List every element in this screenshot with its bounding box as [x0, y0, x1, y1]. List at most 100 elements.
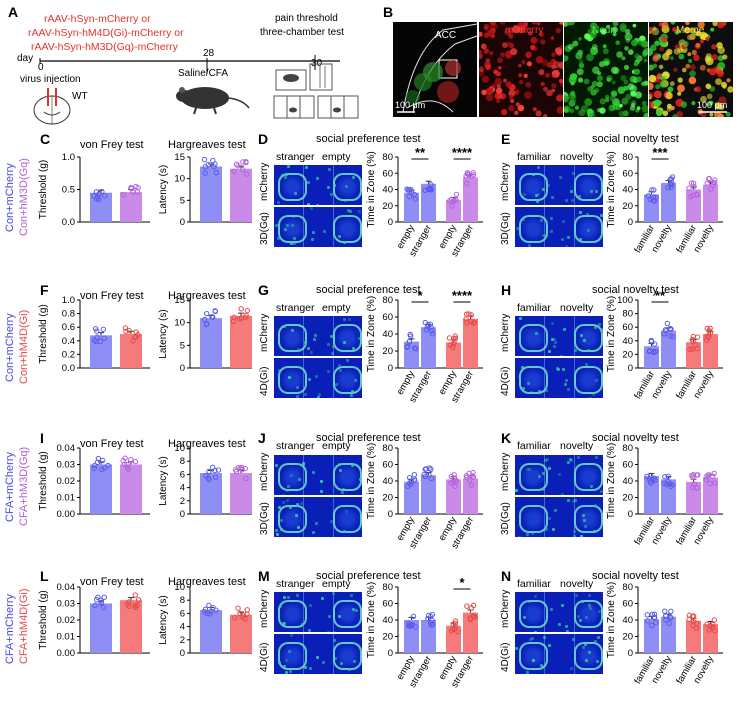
- data-point: [690, 338, 696, 345]
- cell-dot: [577, 77, 584, 83]
- y-tick-label: 100: [617, 295, 633, 306]
- cell-dot: [508, 89, 516, 97]
- cell-dot: [496, 98, 501, 104]
- cell-dot: [501, 109, 508, 116]
- cell-dot: [514, 89, 520, 95]
- bar: [686, 620, 701, 653]
- cell-dot: [689, 70, 696, 77]
- acc-label: ACC: [435, 30, 457, 41]
- data-point: [647, 196, 653, 202]
- data-point: [412, 345, 418, 351]
- cell-dot: [633, 68, 640, 75]
- cell-dot: [711, 54, 718, 61]
- hargreaves-title: Hargreaves test: [168, 290, 246, 302]
- y-axis-label: Time in Zone (%): [366, 296, 377, 372]
- cell-dot: [617, 86, 626, 94]
- von-frey-title: von Frey test: [80, 139, 144, 151]
- data-point: [711, 617, 718, 623]
- cell-dot: [706, 102, 711, 107]
- bar: [404, 481, 419, 514]
- y-tick-label: 4: [180, 622, 185, 633]
- cell-dot: [661, 22, 669, 29]
- cell-dot: [705, 36, 710, 41]
- cell-dot: [539, 32, 544, 37]
- y-tick-label: 20: [622, 632, 633, 643]
- y-axis-label: Latency (s): [158, 595, 169, 644]
- cell-dot: [710, 27, 715, 32]
- data-point: [704, 325, 710, 332]
- y-tick-label: 0: [388, 509, 393, 520]
- y-tick-label: 60: [622, 168, 633, 179]
- cell-dot: [649, 82, 654, 90]
- data-point: [686, 185, 692, 191]
- cell-dot: [479, 49, 482, 55]
- cell-dot: [691, 49, 697, 56]
- cell-dot: [538, 69, 545, 76]
- y-tick-label: 0.4: [62, 336, 75, 347]
- data-point: [651, 348, 657, 355]
- cell-dot: [556, 94, 563, 102]
- cell-dot: [602, 58, 611, 66]
- cell-dot: [688, 59, 693, 63]
- data-point: [240, 166, 246, 173]
- data-point: [686, 612, 693, 619]
- y-axis-label: Latency (s): [158, 309, 169, 358]
- heatmap-pref-control: [274, 316, 362, 356]
- cell-dot: [714, 111, 721, 117]
- cell-dot: [677, 91, 682, 96]
- bar: [90, 464, 112, 514]
- pain-threshold-label: pain threshold: [275, 13, 338, 24]
- data-point: [451, 336, 457, 342]
- cell-dot: [685, 22, 690, 26]
- cell-dot: [660, 36, 668, 43]
- y-tick-label: 0.0: [62, 217, 75, 228]
- bar: [200, 318, 222, 368]
- heatmap-pref-control: [274, 165, 362, 205]
- cell-dot: [541, 59, 549, 66]
- cell-dot: [491, 83, 497, 89]
- y-tick-label: 5: [180, 340, 185, 351]
- cell-dot: [693, 54, 700, 62]
- cell-dot: [690, 33, 695, 38]
- cell-dot: [535, 56, 544, 64]
- y-tick-label: 15: [174, 152, 185, 163]
- y-tick-label: 20: [382, 201, 393, 212]
- heatmap-pref-treatment: [274, 634, 362, 674]
- bar: [421, 475, 436, 514]
- cell-dot: [524, 91, 532, 100]
- saline-cfa-label: Saline/CFA: [178, 68, 229, 79]
- y-tick-label: 0: [180, 648, 185, 659]
- cell-dot: [655, 84, 661, 90]
- data-point: [704, 621, 710, 627]
- data-point: [663, 613, 669, 619]
- cell-dot: [632, 23, 637, 28]
- y-tick-label: 0: [628, 648, 633, 659]
- social-novelty-title: social novelty test: [592, 284, 679, 296]
- cell-dot: [689, 64, 696, 71]
- heatmap-pref-treatment: [274, 207, 362, 247]
- cell-dot: [717, 22, 725, 29]
- bar: [230, 168, 252, 222]
- cell-dot: [682, 67, 687, 73]
- data-point: [427, 465, 433, 471]
- panel-label-f: F: [40, 282, 49, 298]
- cell-dot: [649, 74, 657, 83]
- bar: [230, 614, 252, 653]
- cell-dot: [660, 75, 667, 81]
- data-point: [125, 464, 131, 471]
- cell-dot: [535, 110, 542, 117]
- cell-dot: [649, 101, 655, 109]
- significance-marker: *: [459, 575, 465, 590]
- cell-dot: [527, 30, 533, 36]
- cell-dot: [599, 98, 606, 105]
- cell-dot: [564, 22, 568, 27]
- von-frey-title: von Frey test: [80, 438, 144, 450]
- cell-dot: [559, 45, 563, 49]
- data-point: [215, 467, 222, 473]
- y-tick-label: 20: [622, 349, 633, 360]
- data-point: [426, 186, 432, 193]
- data-point: [411, 191, 418, 198]
- bar: [120, 464, 142, 514]
- cell-dot: [665, 91, 673, 100]
- cell-dot: [590, 89, 597, 96]
